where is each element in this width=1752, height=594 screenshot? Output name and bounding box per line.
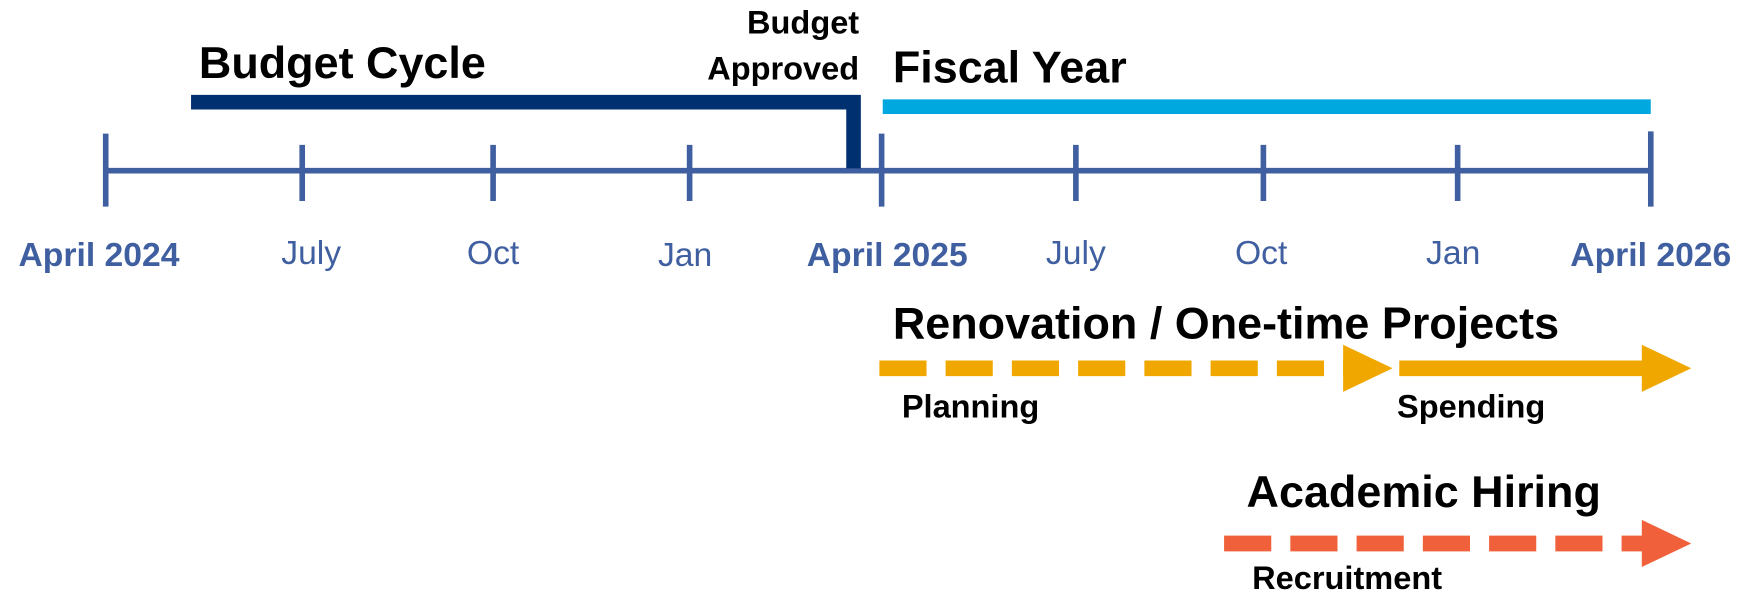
phase-label: Planning: [902, 388, 1039, 424]
tick-label: Oct: [1235, 235, 1288, 272]
tick-label: Jan: [658, 237, 712, 274]
hiring-title: Academic Hiring: [1247, 466, 1601, 517]
axis: [102, 131, 1654, 207]
budget-cycle-bar: [191, 94, 861, 169]
tick-label: July: [281, 235, 341, 272]
renovation-title: Renovation / One-time Projects: [893, 298, 1559, 349]
fiscal-year-title: Fiscal Year: [893, 42, 1127, 93]
arrowhead: [1641, 344, 1692, 392]
phase-label: Recruitment: [1252, 560, 1442, 594]
tick-label: Jan: [1426, 235, 1480, 272]
arrowhead: [1641, 519, 1692, 568]
milestone-label: Approved: [707, 50, 859, 86]
tick-label: April 2025: [807, 237, 968, 274]
tick-label: April 2026: [1570, 237, 1731, 274]
tick-label: April 2024: [18, 237, 179, 274]
phase-label: Spending: [1397, 388, 1545, 424]
tick-label: July: [1046, 235, 1106, 272]
tick-label: Oct: [467, 235, 520, 272]
milestone-label: Budget: [747, 4, 859, 40]
arrowhead: [1343, 344, 1393, 392]
budget-cycle-title: Budget Cycle: [199, 37, 486, 88]
